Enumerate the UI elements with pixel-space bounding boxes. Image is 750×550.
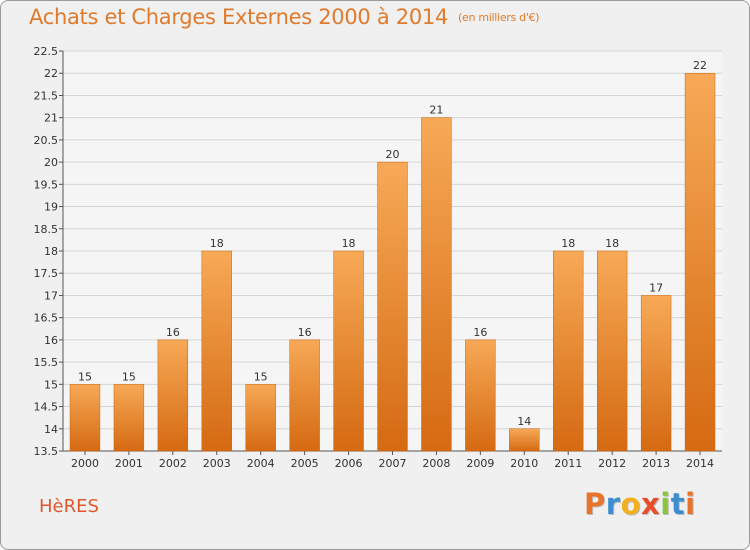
y-tick-label: 15.5: [34, 356, 59, 369]
data-label: 16: [298, 326, 312, 339]
data-label: 16: [473, 326, 487, 339]
x-tick-label: 2012: [598, 457, 626, 470]
bar-2003: [201, 250, 232, 452]
y-tick-label: 16: [44, 334, 58, 347]
data-label: 15: [78, 370, 92, 383]
bar-2014: [684, 72, 716, 452]
logo-letter: i: [660, 487, 671, 521]
y-tick-label: 14: [44, 423, 58, 436]
data-label: 15: [254, 370, 268, 383]
data-label: 17: [649, 281, 663, 294]
y-tick-label: 19: [44, 201, 58, 214]
data-label: 18: [210, 237, 224, 250]
data-label: 16: [166, 326, 180, 339]
bar-2002: [157, 339, 189, 452]
x-tick-label: 2006: [335, 457, 363, 470]
x-tick-label: 2005: [291, 457, 319, 470]
data-label: 21: [429, 104, 443, 117]
commune-name: HèRES: [39, 496, 99, 517]
y-tick-label: 19.5: [34, 178, 59, 191]
x-tick-label: 2011: [554, 457, 582, 470]
x-tick-label: 2002: [159, 457, 187, 470]
y-tick-label: 13.5: [34, 445, 59, 458]
y-tick-label: 15: [44, 378, 58, 391]
y-tick-label: 18.5: [34, 223, 59, 236]
bar-2001: [113, 384, 145, 452]
bar-2004: [245, 384, 276, 452]
x-tick-label: 2009: [466, 457, 494, 470]
bar-2012: [596, 250, 628, 452]
data-label: 15: [122, 370, 136, 383]
x-tick-label: 2010: [510, 457, 538, 470]
chart-units: (en milliers d'€): [458, 11, 540, 24]
y-tick-label: 17: [44, 289, 58, 302]
x-tick-label: 2008: [422, 457, 450, 470]
x-tick-label: 2000: [71, 457, 99, 470]
y-tick-label: 14.5: [34, 401, 59, 414]
labels: 13.5 14 14.5 15 15.5 16 16.5 17 17.5 18 18.5 19 19.5…: [34, 45, 715, 470]
y-tick-label: 21.5: [34, 89, 59, 102]
x-tick-label: 2013: [642, 457, 670, 470]
chart-title: Achats et Charges Externes 2000 à 2014 (e…: [29, 5, 540, 29]
y-tick-label: 22.5: [34, 45, 59, 58]
y-tick-label: 16.5: [34, 312, 59, 325]
y-tick-label: 22: [44, 67, 58, 80]
bar-2009: [465, 339, 496, 452]
bar-2006: [333, 250, 364, 452]
data-label: 18: [561, 237, 575, 250]
x-tick-label: 2004: [247, 457, 275, 470]
y-tick-label: 17.5: [34, 267, 59, 280]
proxiti-logo[interactable]: Proxiti: [584, 487, 696, 521]
x-tick-label: 2001: [115, 457, 143, 470]
y-tick-label: 20: [44, 156, 58, 169]
logo-letter: P: [584, 487, 606, 521]
x-tick-label: 2014: [686, 457, 714, 470]
bar-2011: [553, 250, 584, 452]
bars: [69, 72, 716, 452]
x-tick-label: 2003: [203, 457, 231, 470]
bar-2013: [640, 295, 672, 452]
bar-2005: [289, 339, 320, 452]
y-tick-label: 20.5: [34, 134, 59, 147]
y-tick-label: 21: [44, 112, 58, 125]
logo-letter: r: [605, 487, 621, 521]
logo-letter: x: [641, 487, 661, 521]
logo-letter: t: [670, 487, 686, 521]
x-tick-label: 2007: [379, 457, 407, 470]
logo-letter: o: [620, 487, 642, 521]
logo-letter: i: [685, 487, 696, 521]
bar-2008: [421, 117, 452, 452]
data-label: 22: [693, 59, 707, 72]
bar-2010: [509, 428, 540, 452]
y-tick-label: 18: [44, 245, 58, 258]
data-label: 14: [517, 415, 531, 428]
bar-2000: [69, 384, 101, 452]
data-label: 18: [605, 237, 619, 250]
bar-2007: [377, 161, 408, 452]
data-label: 18: [342, 237, 356, 250]
data-label: 20: [386, 148, 400, 161]
chart-title-text: Achats et Charges Externes 2000 à 2014: [29, 5, 449, 29]
